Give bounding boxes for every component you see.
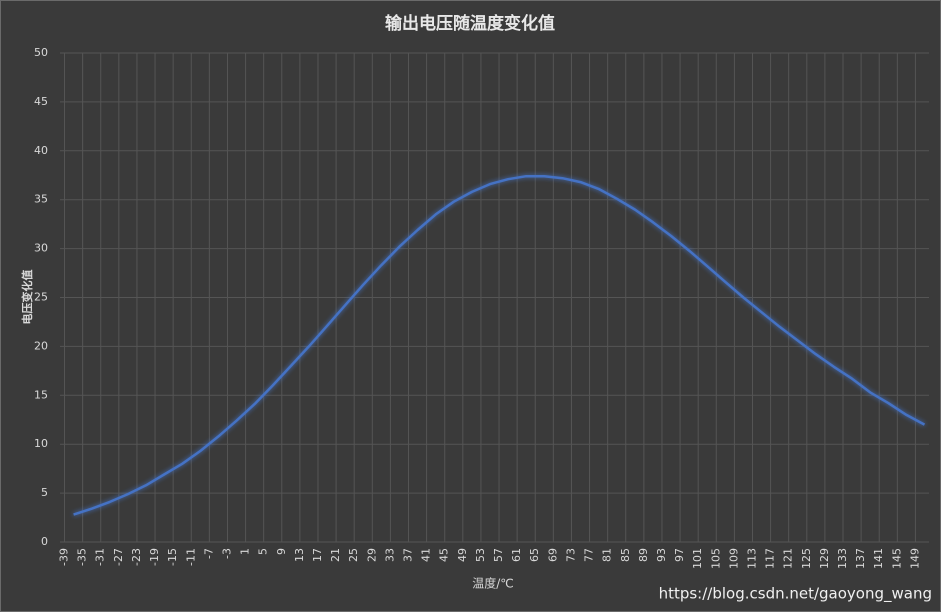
x-tick-label: 61 [510,548,523,562]
x-tick-label: 93 [655,548,668,562]
x-tick-label: 37 [402,548,415,562]
x-tick-label: 137 [854,548,867,569]
x-tick-label: -3 [220,548,233,559]
x-tick-label: 117 [764,548,777,569]
x-tick-label: 129 [818,548,831,569]
y-tick-label: 30 [34,242,48,255]
x-tick-label: 13 [293,548,306,562]
y-tick-label: 40 [34,144,48,157]
x-tick-label: 89 [637,548,650,562]
y-tick-label: 20 [34,339,48,352]
data-line [73,174,926,516]
x-tick-label: 101 [691,548,704,569]
y-tick-label: 10 [34,437,48,450]
watermark: https://blog.csdn.net/gaoyong_wang [659,585,932,604]
x-tick-label: 133 [836,548,849,569]
x-tick-label: 45 [438,548,451,562]
y-tick-label: 15 [34,388,48,401]
x-tick-label: 33 [383,548,396,562]
chart-title: 输出电压随温度变化值 [385,13,555,34]
x-tick-label: -35 [76,548,89,566]
x-tick-label: 53 [474,548,487,562]
x-tick-label: 57 [492,548,505,562]
x-tick-label: 81 [601,548,614,562]
x-tick-label: -7 [202,548,215,559]
x-tick-label: 105 [709,548,722,569]
x-tick-label: -27 [112,548,125,566]
x-tick-label: 109 [727,548,740,569]
x-tick-label: -39 [58,548,71,566]
x-tick-label: 141 [872,548,885,569]
x-tick-label: 85 [619,548,632,562]
x-tick-label: 113 [745,548,758,569]
y-tick-label: 25 [34,291,48,304]
x-axis-title: 温度/℃ [472,576,514,591]
y-tick-label: 45 [34,95,48,108]
x-tick-label: 29 [365,548,378,562]
x-tick-label: 41 [420,548,433,562]
x-tick-label: 149 [908,548,921,569]
x-tick-label: 145 [890,548,903,569]
x-tick-label: 77 [583,548,596,562]
x-tick-label: 65 [528,548,541,562]
x-tick-label: -11 [184,548,197,566]
x-tick-label: -31 [94,548,107,566]
y-tick-label: 50 [34,46,48,59]
y-axis-title: 电压变化值 [20,270,34,325]
x-tick-label: -19 [148,548,161,566]
x-tick-label: 69 [546,548,559,562]
x-tick-label: 49 [456,548,469,562]
y-tick-label: 35 [34,193,48,206]
x-tick-label: 17 [311,548,324,562]
x-tick-label: 121 [782,548,795,569]
x-tick-label: -23 [130,548,143,566]
x-tick-label: 97 [673,548,686,562]
x-tick-label: 1 [239,548,252,555]
x-tick-label: 21 [329,548,342,562]
x-tick-label: -15 [166,548,179,566]
y-tick-label: 0 [41,535,48,548]
y-tick-label: 5 [41,486,48,499]
x-tick-label: 9 [275,548,288,555]
x-tick-label: 25 [347,548,360,562]
x-tick-label: 73 [564,548,577,562]
x-tick-label: 5 [257,548,270,555]
x-tick-label: 125 [800,548,813,569]
